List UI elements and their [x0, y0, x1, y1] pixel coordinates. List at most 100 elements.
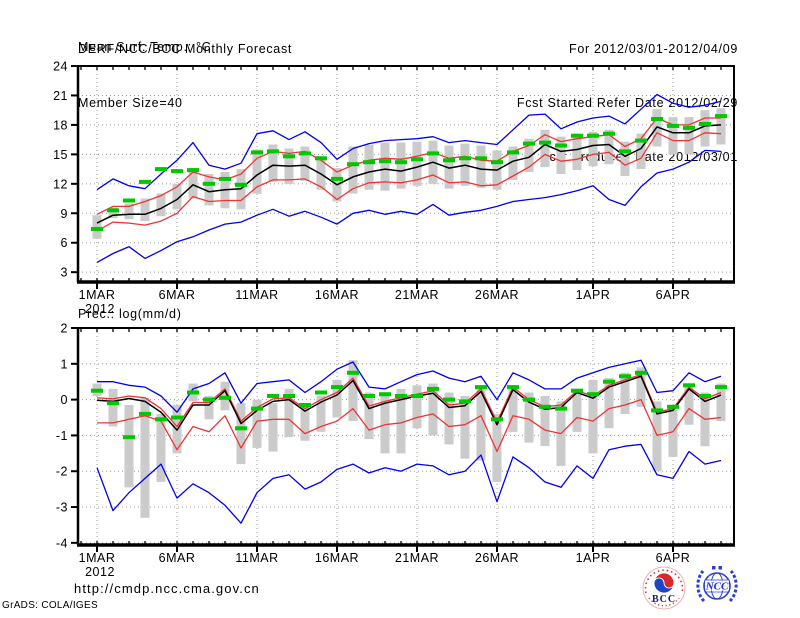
ncc-logo-text: NCC	[705, 581, 729, 593]
obs-dash	[667, 404, 679, 409]
obs-dash	[475, 156, 487, 161]
obs-dash	[219, 395, 231, 400]
y-tick-label: -4	[56, 536, 68, 550]
obs-dash	[667, 123, 679, 128]
ensemble-spread-bar	[556, 136, 566, 174]
ensemble-spread-bar	[364, 144, 374, 190]
obs-dash	[187, 390, 199, 395]
x-tick-label: 21MAR	[395, 288, 439, 302]
ensemble-spread-bar	[508, 385, 518, 432]
ensemble-spread-bar	[316, 156, 326, 190]
obs-dash	[203, 397, 215, 402]
obs-dash	[459, 156, 471, 161]
obs-dash	[619, 149, 631, 154]
obs-dash	[267, 149, 279, 154]
ensemble-spread-bar	[572, 134, 582, 170]
obs-dash	[363, 394, 375, 398]
obs-dash	[283, 394, 295, 398]
obs-dash	[699, 121, 711, 126]
y-tick-label: 21	[53, 89, 68, 103]
ensemble-spread-bar	[300, 146, 310, 181]
series-ensemble-min-blue-lower	[96, 443, 722, 524]
x-tick-label: 11MAR	[235, 551, 278, 565]
ensemble-spread-bar	[572, 388, 582, 432]
bcc-ring-text-bottom	[648, 597, 680, 607]
y-tick-label: 6	[61, 236, 68, 250]
ensemble-spread-bar	[396, 388, 406, 454]
series-red-lower	[96, 132, 722, 232]
ncc-top-char1	[712, 566, 716, 570]
member-size-label: Member Size=40	[78, 96, 183, 110]
obs-dash	[235, 182, 247, 187]
x-tick-label: 21MAR	[395, 551, 439, 565]
ensemble-spread-bar	[252, 399, 262, 448]
obs-dash	[171, 415, 183, 420]
obs-dash	[299, 403, 311, 407]
source-url: http://cmdp.ncc.cma.gov.cn	[74, 581, 260, 596]
y-tick-label: 3	[61, 266, 68, 280]
y-tick-label: 12	[53, 177, 68, 191]
ensemble-spread-bar	[348, 360, 358, 422]
obs-dash	[203, 181, 215, 186]
ensemble-spread-bar	[348, 146, 358, 194]
y-tick-label: 15	[53, 148, 68, 162]
obs-dash	[539, 404, 551, 409]
obs-dash	[171, 169, 183, 174]
ensemble-spread-bar	[428, 383, 438, 436]
series-ensemble-mean-black	[96, 124, 722, 224]
obs-dash	[699, 394, 711, 398]
ensemble-spread-bar	[700, 110, 710, 147]
ensemble-spread-bar	[476, 145, 486, 188]
x-tick-label: 16MAR	[315, 551, 359, 565]
ensemble-spread-bar	[332, 379, 342, 418]
obs-dash	[251, 150, 263, 155]
ensemble-spread-bar	[524, 138, 534, 173]
ensemble-spread-bar	[476, 388, 486, 461]
obs-dash	[523, 397, 535, 402]
ensemble-spread-bar	[108, 207, 118, 219]
ensemble-spread-bar	[380, 142, 390, 191]
obs-dash	[235, 426, 247, 431]
ensemble-spread-bar	[236, 403, 246, 465]
ensemble-spread-bar	[124, 203, 134, 220]
x-tick-label: 1APR	[576, 288, 611, 302]
ncc-top-char2	[718, 566, 722, 570]
fcst-refer-date-label: Fcst Started Refer Date 2012/02/29	[516, 96, 738, 110]
ensemble-spread-bar	[140, 198, 150, 222]
y-tick-label: -3	[56, 501, 68, 515]
precip-chart-title: Prec.: log(mm/d)	[78, 307, 182, 321]
obs-dash	[267, 394, 279, 398]
temp-chart-title: Mean Surf. Temp.: °C	[78, 40, 212, 54]
y-tick-label: -1	[56, 429, 68, 443]
obs-dash	[651, 117, 663, 121]
x-tick-label: 6MAR	[159, 288, 196, 302]
obs-dash	[443, 158, 455, 163]
ensemble-spread-bar	[652, 401, 662, 472]
ensemble-spread-bar	[156, 413, 166, 482]
ensemble-spread-bar	[204, 174, 214, 206]
obs-dash	[555, 406, 567, 411]
ensemble-spread-bar	[108, 388, 118, 427]
obs-dash	[187, 168, 199, 173]
obs-dash	[363, 160, 375, 165]
obs-dash	[315, 156, 327, 161]
y-tick-label: 2	[61, 322, 68, 336]
obs-dash	[507, 150, 519, 155]
ensemble-spread-bar	[668, 117, 678, 155]
obs-dash	[635, 138, 647, 143]
obs-dash	[91, 227, 103, 231]
ensemble-spread-bar	[540, 396, 550, 447]
ensemble-spread-bar	[620, 141, 630, 176]
ensemble-spread-bar	[396, 142, 406, 189]
bcc-logo-text: BCC	[652, 594, 676, 605]
obs-dash	[107, 401, 119, 406]
obs-dash	[411, 157, 423, 162]
obs-dash	[507, 385, 519, 390]
obs-dash	[91, 388, 103, 393]
obs-dash	[571, 388, 583, 393]
ensemble-spread-bar	[508, 146, 518, 180]
ncc-wreath-right	[728, 570, 738, 603]
